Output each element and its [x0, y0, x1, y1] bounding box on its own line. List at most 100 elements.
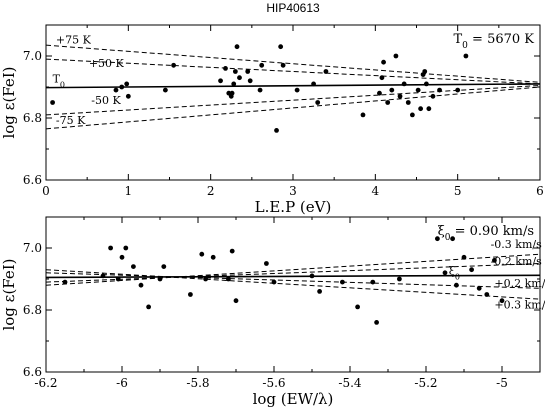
top-y-axis-label: log ε(FeI): [0, 66, 18, 138]
bottom-data-point: [119, 254, 125, 260]
top-data-point: [422, 69, 428, 74]
bottom-data-point: [229, 248, 235, 254]
top-line-annotation: -50 K: [91, 94, 121, 107]
top-data-point: [426, 106, 432, 112]
bottom-x-tick-label: -6: [116, 376, 128, 390]
top-data-point: [234, 44, 240, 50]
top-y-tick-label: 6.8: [23, 111, 42, 125]
top-data-point: [171, 62, 177, 68]
bottom-line-annotation: -0.2 km/s: [491, 255, 543, 268]
bottom-data-point: [492, 258, 497, 263]
top-x-axis-label: L.E.P (eV): [255, 198, 332, 216]
top-data-point: [232, 69, 238, 74]
bottom-x-axis-label: log (EW/λ): [253, 390, 334, 408]
bottom-fit-line: [45, 269, 541, 300]
bottom-y-tick-label: 6.8: [23, 303, 42, 317]
bottom-y-tick-label: 7.0: [23, 241, 42, 255]
bottom-data-point: [442, 270, 448, 276]
top-data-point: [455, 87, 461, 93]
top-data-point: [231, 81, 237, 87]
bottom-x-tick-label: -5.8: [186, 376, 209, 390]
top-line-annotation: +50 K: [89, 57, 125, 70]
top-data-point: [323, 69, 329, 74]
bottom-data-point: [115, 276, 121, 282]
bottom-data-point: [203, 276, 209, 282]
top-data-point: [229, 90, 235, 96]
bottom-data-point: [454, 282, 459, 288]
top-data-point: [389, 87, 395, 93]
top-data-point: [245, 69, 251, 74]
chart-title: HIP40613: [266, 1, 320, 15]
bottom-data-point: [317, 289, 322, 294]
bottom-data-point: [199, 251, 205, 257]
top-data-point: [360, 112, 366, 118]
top-data-point: [397, 93, 403, 99]
top-line-annotation: +75 K: [56, 34, 92, 47]
top-data-point: [257, 87, 263, 93]
top-data-point: [401, 81, 407, 87]
top-data-point: [247, 78, 253, 84]
top-data-point: [415, 87, 421, 93]
bottom-data-point: [157, 276, 163, 282]
top-data-point: [223, 66, 228, 71]
bottom-data-point: [484, 292, 490, 297]
top-data-point: [405, 100, 411, 105]
bottom-y-axis-label: log ε(FeI): [0, 258, 18, 330]
top-fit-line: [45, 83, 541, 89]
top-x-tick-label: 4: [372, 184, 380, 198]
bottom-data-point: [355, 304, 360, 310]
bottom-data-point: [469, 267, 474, 273]
bottom-x-tick-label: -5.4: [338, 376, 362, 390]
bottom-data-point: [271, 279, 277, 285]
bottom-data-point: [123, 245, 129, 251]
bottom-data-point: [226, 276, 231, 282]
top-x-tick-label: 1: [125, 184, 133, 198]
bottom-line-annotation: ξ0: [449, 264, 460, 281]
bottom-data-point: [309, 273, 315, 279]
top-data-point: [385, 100, 391, 105]
top-x-tick-label: 6: [536, 184, 544, 198]
top-data-point: [423, 81, 429, 87]
top-data-point: [430, 93, 436, 99]
bottom-data-point: [62, 279, 68, 285]
bottom-data-point: [131, 264, 136, 269]
bottom-x-tick-label: -5.6: [262, 376, 285, 390]
bottom-x-tick-label: -5: [496, 376, 508, 390]
top-data-point: [437, 87, 442, 93]
bottom-data-point: [138, 282, 144, 288]
bottom-line-annotation: -0.3 km/s: [491, 238, 543, 251]
top-data-point: [393, 53, 399, 59]
top-data-point: [274, 127, 279, 133]
top-fit-line: [45, 86, 541, 130]
top-data-point: [315, 100, 321, 105]
bottom-data-point: [233, 298, 239, 304]
bottom-data-point: [435, 236, 440, 242]
top-data-point: [294, 87, 300, 93]
top-data-point: [377, 90, 382, 96]
top-x-tick-label: 2: [207, 184, 215, 198]
bottom-data-point: [370, 279, 376, 285]
bottom-data-point: [188, 292, 193, 297]
top-y-tick-label: 6.6: [23, 173, 42, 187]
top-y-tick-label: 7.0: [23, 49, 42, 63]
bottom-data-point: [108, 245, 113, 251]
bottom-plot-frame: [45, 216, 541, 373]
top-data-point: [379, 75, 385, 81]
lep-panel: 0 1 2 3 4 5 6 6.6 6.8 7.0 L.E.P (eV) log ε(FeI) +75 …: [0, 24, 544, 216]
top-data-point: [113, 87, 119, 93]
top-fit-line: [45, 44, 541, 83]
top-data-point: [418, 106, 424, 112]
bottom-data-point: [146, 304, 152, 310]
bottom-data-point: [210, 254, 216, 260]
top-data-point: [259, 62, 265, 68]
top-x-tick-label: 3: [289, 184, 297, 198]
bottom-data-point: [450, 236, 455, 242]
top-data-point: [125, 93, 131, 99]
bottom-data-point: [100, 273, 106, 279]
bottom-data-point: [499, 298, 505, 304]
top-x-tick-label: 0: [42, 184, 50, 198]
top-data-point: [409, 112, 415, 118]
top-parameter-label: T0 = 5670 K: [454, 32, 535, 51]
top-data-point: [124, 81, 130, 87]
